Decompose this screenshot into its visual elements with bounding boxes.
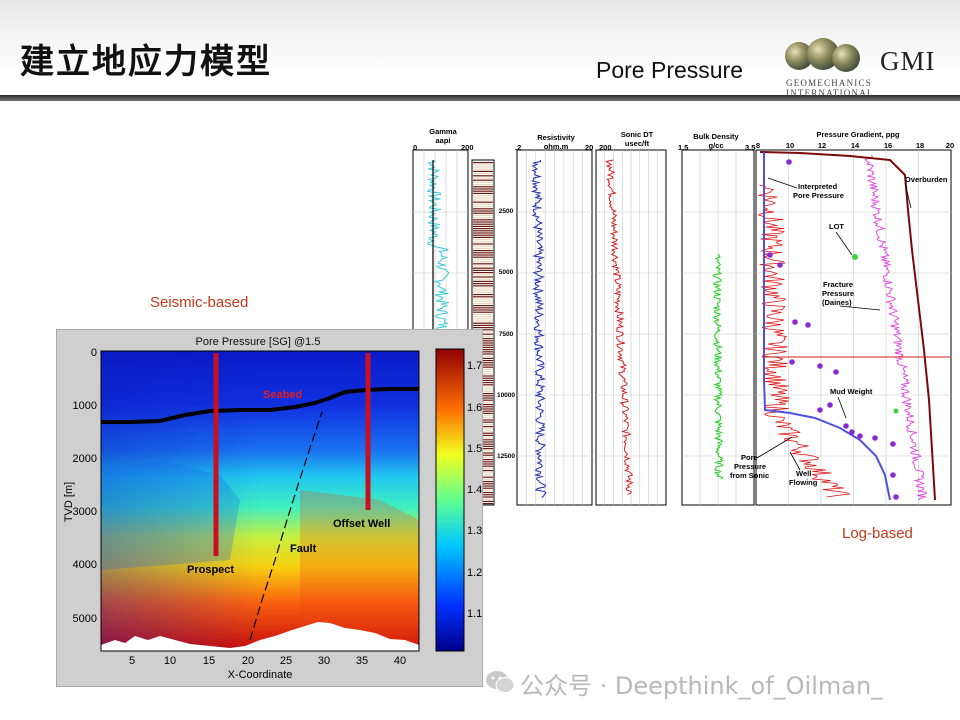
depth-tick: 2500 [499,208,514,215]
density-unit: g/cc [708,141,723,150]
x-tick: 20 [242,655,254,667]
colorbar-tick: 1.5 [467,443,482,455]
bulk-density-curve [712,253,724,480]
density-title: Bulk Density [693,132,739,141]
header-divider [0,95,960,101]
seabed-label: Seabed [263,389,302,401]
interpreted-label-line2: Pore Pressure [793,191,844,200]
depth-tick: 10000 [497,392,515,399]
gmi-globes-logo-icon [785,38,860,72]
density-min: 1.5 [678,143,688,152]
pressure-tick: 10 [786,141,794,150]
fracture-label-line1: Fracture [823,280,853,289]
lithology-column [473,162,493,505]
resistivity-min: .2 [515,143,521,152]
y-tick: 1000 [73,400,97,412]
y-tick: 2000 [73,453,97,465]
basement-white-region [101,622,419,651]
seismic-pore-pressure-plot: Pore Pressure [SG] @1.5 Seabed Offset We… [56,329,483,687]
colorbar-tick: 1.6 [467,402,482,414]
well-flowing-label-line1: Well [796,469,811,478]
fracture-label-line2: Pressure [822,289,854,298]
resistivity-title: Resistivity [537,133,575,142]
pressure-title: Pressure Gradient, ppg [817,130,900,139]
fracture-label-line3: (Daines) [822,298,852,307]
sonic-title: Sonic DT [621,130,654,139]
mud-weight-label: Mud Weight [830,387,873,396]
y-tick: 3000 [73,506,97,518]
pore-label-line3: from Sonic [730,471,769,480]
pore-pressure-from-sonic-curve [757,184,851,498]
gmi-logo-text: GMI [880,46,936,76]
sonic-min: 200 [599,143,612,152]
pressure-tick: 8 [756,141,760,150]
gamma-ray-curve [426,159,450,335]
prospect-label: Prospect [187,564,234,576]
fracture-pressure-curve [864,154,928,501]
resistivity-max: 20 [585,143,593,152]
colorbar-tick: 1.4 [467,484,482,496]
depth-tick: 5000 [499,269,514,276]
depth-tick: 7500 [499,331,514,338]
resistivity-unit: ohm.m [544,142,569,151]
x-tick: 25 [280,655,292,667]
gamma-unit: aapi [435,136,450,145]
y-tick: 4000 [73,559,97,571]
pore-label-line2: Pressure [734,462,766,471]
x-tick: 40 [394,655,406,667]
colorbar-tick: 1.1 [467,608,482,620]
y-tick: 5000 [73,613,97,625]
x-tick: 30 [318,655,330,667]
y-axis-label: TVD [m] [63,482,75,522]
gmi-logo-subtitle: GEOMECHANICS INTERNATIONAL [786,78,874,98]
pressure-tick: 20 [946,141,954,150]
gamma-max: 200 [461,143,474,152]
plot-title: Pore Pressure [SG] @1.5 [196,336,321,348]
y-tick: 0 [91,347,97,359]
watermark-text: 公众号 · Deepthink_of_Oilman_ [520,672,884,700]
pressure-tick: 12 [818,141,826,150]
log-based-panel: Gamma aapi Resistivity ohm.m Sonic DT us… [405,122,960,507]
pressure-tick: 16 [884,141,892,150]
overburden-curve [759,151,936,501]
x-axis-label: X-Coordinate [228,669,293,681]
slide-title: 建立地应力模型 [20,42,272,82]
overburden-label: Overburden [905,175,948,184]
lot-points [852,254,899,414]
density-max: 3.5 [745,143,755,152]
depth-tick: 12500 [497,453,515,460]
fault-line [249,411,323,641]
pressure-tick: 18 [916,141,924,150]
pore-label-line1: Pore [741,453,758,462]
seismic-based-label: Seismic-based [150,294,249,311]
resistivity-curve [530,159,547,498]
x-tick: 5 [129,655,135,667]
interpreted-pore-pressure-curve [763,152,891,501]
gamma-title: Gamma [429,127,457,136]
colorbar-tick: 1.2 [467,567,482,579]
x-tick: 15 [203,655,215,667]
seabed-line [101,387,419,424]
sonic-dt-curve [604,159,634,495]
mud-weight-points [767,159,899,500]
pressure-tick: 14 [851,141,860,150]
fault-label: Fault [290,543,317,555]
colorbar-tick: 1.7 [467,360,482,372]
sonic-unit: usec/ft [625,139,650,148]
colorbar [435,348,465,652]
lot-label: LOT [829,222,844,231]
interpreted-label-line1: Interpreted [798,182,838,191]
log-based-label: Log-based [842,525,913,542]
well-flowing-label-line2: Flowing [789,478,818,487]
gamma-min: 0 [413,143,417,152]
colorbar-tick: 1.3 [467,525,482,537]
x-tick: 10 [164,655,176,667]
offset-well-label: Offset Well [333,518,390,530]
wechat-icon [486,671,515,693]
annotation-arrows [756,177,912,471]
slide-subtitle: Pore Pressure [596,57,744,83]
x-tick: 35 [356,655,368,667]
